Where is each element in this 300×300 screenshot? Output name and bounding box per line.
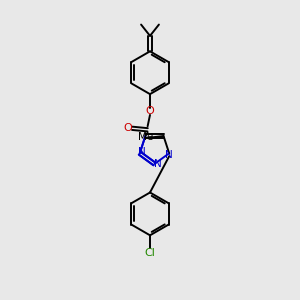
Text: N: N	[138, 147, 146, 157]
Text: O: O	[123, 123, 132, 133]
Text: N: N	[154, 159, 161, 169]
Text: Me: Me	[138, 133, 153, 142]
Text: N: N	[165, 150, 173, 160]
Text: Cl: Cl	[145, 248, 155, 258]
Text: O: O	[146, 106, 154, 116]
